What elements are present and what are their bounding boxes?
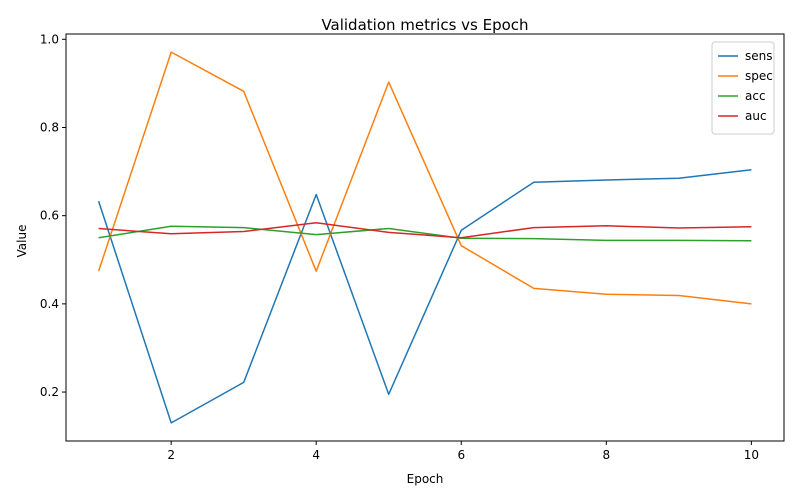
x-tick-label: 10 bbox=[744, 448, 759, 462]
legend-label-auc: auc bbox=[745, 109, 767, 123]
legend: sens spec acc auc bbox=[711, 41, 775, 135]
x-tick-label: 6 bbox=[457, 448, 465, 462]
x-tick-label: 4 bbox=[312, 448, 320, 462]
x-axis-label: Epoch bbox=[407, 472, 444, 486]
x-tick-label: 2 bbox=[167, 448, 175, 462]
legend-label-spec: spec bbox=[745, 69, 773, 83]
legend-label-sens: sens bbox=[745, 49, 773, 63]
y-axis: 0.2 0.4 0.6 0.8 1.0 bbox=[40, 32, 66, 399]
plot-frame bbox=[65, 33, 785, 442]
y-axis-label: Value bbox=[15, 225, 29, 258]
y-tick-label: 1.0 bbox=[40, 32, 59, 46]
series-line-acc bbox=[98, 225, 752, 242]
legend-label-acc: acc bbox=[745, 89, 766, 103]
series-line-sens bbox=[97, 169, 752, 424]
x-axis: 2 4 6 8 10 bbox=[167, 441, 759, 462]
y-tick-label: 0.6 bbox=[40, 209, 59, 223]
chart-title: Validation metrics vs Epoch bbox=[321, 16, 528, 34]
x-tick-label: 8 bbox=[602, 448, 610, 462]
series-line-spec bbox=[97, 51, 752, 305]
y-tick-label: 0.4 bbox=[40, 297, 59, 311]
series-lines bbox=[97, 51, 752, 424]
y-tick-label: 0.2 bbox=[40, 385, 59, 399]
y-tick-label: 0.8 bbox=[40, 120, 59, 134]
legend-box bbox=[711, 41, 775, 135]
series-line-auc bbox=[98, 221, 752, 239]
